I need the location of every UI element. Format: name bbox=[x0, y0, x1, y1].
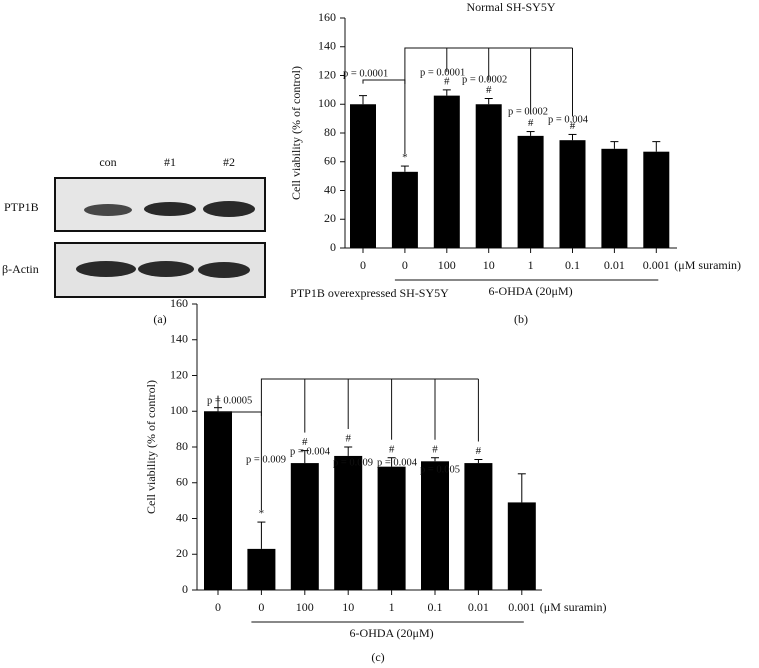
y-tick-label: 40 bbox=[324, 182, 336, 196]
p-value: p = 0.0001 bbox=[343, 68, 388, 79]
y-tick-label: 80 bbox=[324, 125, 336, 139]
significance-marker: # bbox=[476, 445, 482, 457]
x-tick-label: 1 bbox=[528, 258, 534, 272]
bar bbox=[421, 461, 449, 590]
p-value: p = 0.009 bbox=[333, 457, 373, 468]
p-value: p = 0.002 bbox=[508, 106, 548, 117]
y-tick-label: 100 bbox=[318, 96, 336, 110]
lane-label: #2 bbox=[223, 155, 235, 169]
bar bbox=[377, 466, 406, 590]
x-tick-label: 0.001 bbox=[643, 258, 670, 272]
x-tick-label: 0.1 bbox=[565, 258, 580, 272]
y-axis-label: Cell viability (% of control) bbox=[144, 380, 158, 514]
x-tick-label: 0 bbox=[215, 600, 221, 614]
row-label: β-Actin bbox=[2, 262, 39, 276]
x-tick-label: 0 bbox=[258, 600, 264, 614]
y-tick-label: 120 bbox=[318, 67, 336, 81]
x-tick-label: 10 bbox=[342, 600, 354, 614]
bar bbox=[464, 463, 493, 590]
p-value: p = 0.0002 bbox=[462, 74, 507, 85]
x-tick-label: 100 bbox=[438, 258, 456, 272]
group-label: 6-OHDA (20μM) bbox=[489, 284, 573, 298]
bar bbox=[643, 151, 670, 248]
bar bbox=[391, 171, 418, 248]
x-tick-label: 0.1 bbox=[428, 600, 443, 614]
panel-label: (c) bbox=[371, 650, 384, 664]
group-label: 6-OHDA (20μM) bbox=[350, 626, 434, 640]
y-tick-label: 100 bbox=[170, 403, 188, 417]
panel-label: (a) bbox=[153, 312, 166, 326]
y-axis-label: Cell viability (% of control) bbox=[289, 66, 303, 200]
chart-title: PTP1B overexpressed SH-SY5Y bbox=[290, 286, 449, 300]
y-tick-label: 60 bbox=[324, 154, 336, 168]
p-value: p = 0.004 bbox=[290, 446, 331, 457]
y-tick-label: 140 bbox=[170, 332, 188, 346]
bar bbox=[559, 140, 586, 248]
significance-marker: # bbox=[528, 117, 534, 129]
bar bbox=[475, 104, 502, 248]
p-value: p = 0.004 bbox=[548, 114, 589, 125]
significance-marker: # bbox=[486, 84, 492, 96]
significance-marker: # bbox=[432, 443, 438, 455]
bar bbox=[350, 104, 376, 248]
significance-marker: # bbox=[570, 120, 576, 132]
significance-marker: # bbox=[302, 436, 308, 448]
bracket bbox=[217, 395, 262, 511]
y-tick-label: 0 bbox=[182, 582, 188, 596]
x-axis-suffix: (μM suramin) bbox=[674, 258, 741, 272]
p-value: p = 0.0005 bbox=[207, 395, 252, 406]
x-tick-label: 0.001 bbox=[508, 600, 535, 614]
bar bbox=[517, 135, 544, 248]
bar bbox=[433, 95, 460, 248]
lane-label: con bbox=[99, 155, 116, 169]
y-tick-label: 0 bbox=[330, 240, 336, 254]
bracket bbox=[260, 378, 479, 416]
bar bbox=[247, 548, 276, 590]
x-tick-label: 10 bbox=[483, 258, 495, 272]
x-tick-label: 0.01 bbox=[468, 600, 489, 614]
panel-label: (b) bbox=[514, 312, 528, 326]
y-tick-label: 80 bbox=[176, 439, 188, 453]
x-axis-suffix: (μM suramin) bbox=[540, 600, 607, 614]
x-tick-label: 1 bbox=[389, 600, 395, 614]
y-tick-label: 40 bbox=[176, 510, 188, 524]
significance-marker: # bbox=[345, 433, 351, 445]
bar bbox=[290, 463, 319, 590]
bar bbox=[601, 148, 628, 248]
y-tick-label: 20 bbox=[176, 546, 188, 560]
x-tick-label: 0.01 bbox=[604, 258, 625, 272]
bar bbox=[334, 455, 363, 590]
row-label: PTP1B bbox=[4, 200, 39, 214]
y-tick-label: 20 bbox=[324, 211, 336, 225]
significance-marker: * bbox=[402, 152, 408, 164]
y-tick-label: 160 bbox=[318, 10, 336, 24]
chart-title: Normal SH-SY5Y bbox=[467, 0, 556, 14]
y-tick-label: 60 bbox=[176, 475, 188, 489]
p-value: p = 0.004 bbox=[377, 457, 418, 468]
x-tick-label: 100 bbox=[296, 600, 314, 614]
x-tick-label: 0 bbox=[402, 258, 408, 272]
significance-marker: # bbox=[444, 75, 450, 87]
bracket bbox=[404, 47, 573, 84]
p-value: p = 0.0001 bbox=[420, 67, 465, 78]
y-tick-label: 120 bbox=[170, 367, 188, 381]
bracket bbox=[362, 79, 406, 155]
significance-marker: # bbox=[389, 443, 395, 455]
y-tick-label: 140 bbox=[318, 39, 336, 53]
blot-bands bbox=[76, 201, 255, 278]
significance-marker: * bbox=[259, 508, 265, 520]
x-tick-label: 0 bbox=[360, 258, 366, 272]
p-value: p = 0.005 bbox=[420, 464, 460, 475]
lane-label: #1 bbox=[164, 155, 176, 169]
y-tick-label: 160 bbox=[170, 296, 188, 310]
bar bbox=[507, 502, 536, 590]
bar bbox=[204, 411, 232, 590]
p-value: p = 0.009 bbox=[246, 454, 286, 465]
